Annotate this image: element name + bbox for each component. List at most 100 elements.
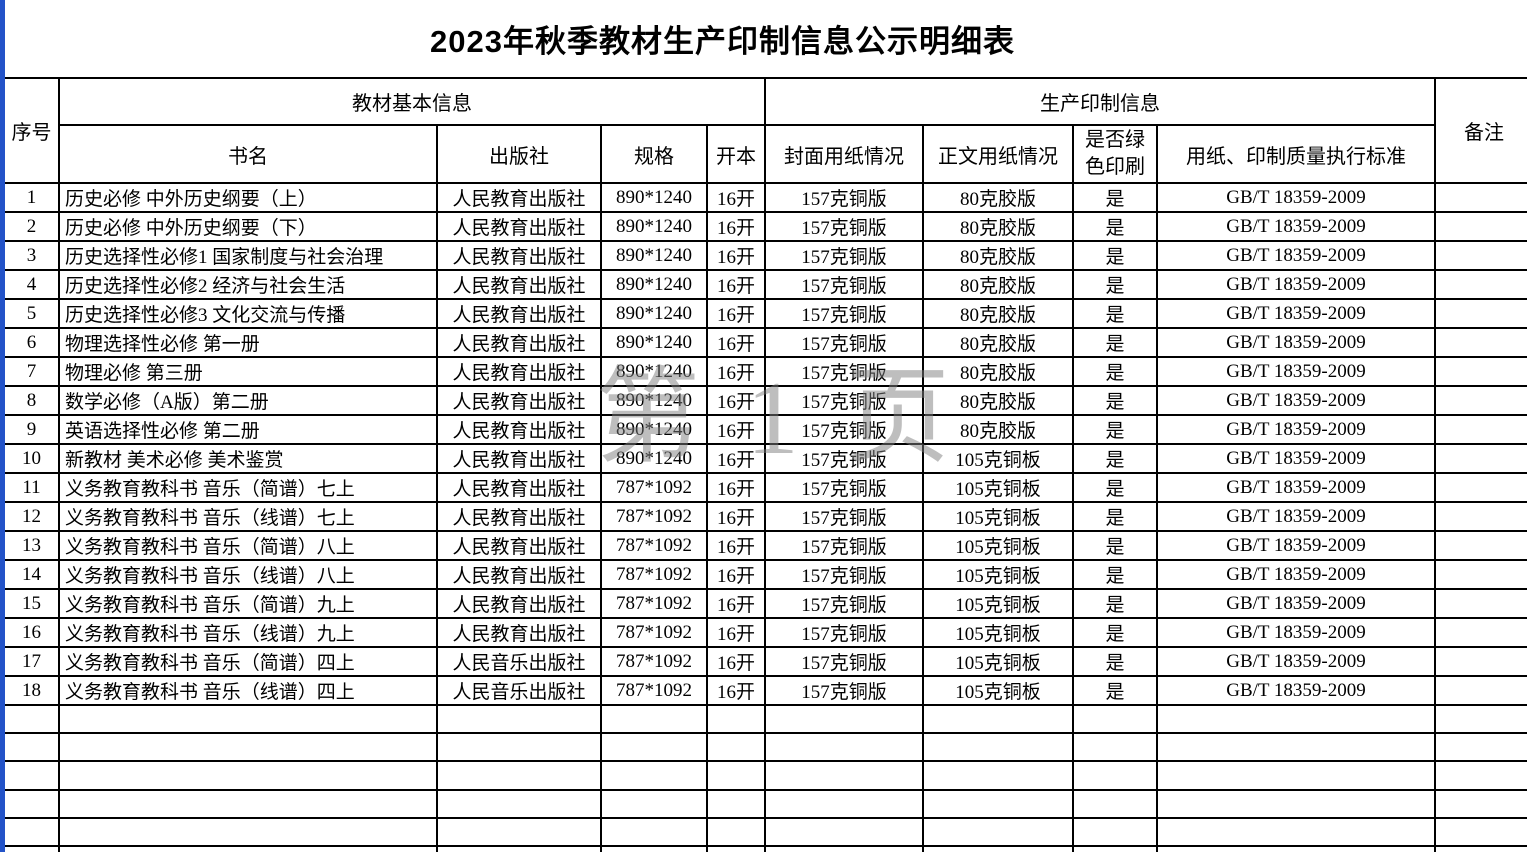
cell-cover-paper: 157克铜版: [764, 298, 924, 329]
cell-body-paper: 105克铜板: [922, 617, 1074, 648]
cell-spec: [600, 788, 708, 819]
cell-cover-paper: [764, 816, 924, 847]
cell-remarks: [1434, 588, 1527, 619]
cell-book-name: 历史选择性必修2 经济与社会生活: [58, 269, 438, 300]
cell-serial: 6: [5, 327, 60, 358]
cell-standard: GB/T 18359-2009: [1156, 356, 1436, 387]
cell-green-printing: 是: [1072, 588, 1158, 619]
cell-format: 16开: [706, 182, 766, 213]
cell-cover-paper: 157克铜版: [764, 646, 924, 677]
cell-spec: 787*1092: [600, 617, 708, 648]
cell-cover-paper: 157克铜版: [764, 182, 924, 213]
cell-cover-paper: 157克铜版: [764, 675, 924, 706]
cell-publisher: 人民音乐出版社: [436, 675, 602, 706]
cell-serial: [5, 816, 60, 847]
cell-serial: 8: [5, 385, 60, 416]
cell-remarks: [1434, 240, 1527, 271]
cell-remarks: [1434, 646, 1527, 677]
cell-green-printing: 是: [1072, 472, 1158, 503]
cell-green-printing: 是: [1072, 356, 1158, 387]
cell-remarks: [1434, 788, 1527, 819]
cell-format: [706, 732, 766, 763]
cell-publisher: 人民教育出版社: [436, 443, 602, 474]
cell-standard: GB/T 18359-2009: [1156, 443, 1436, 474]
cell-spec: [600, 760, 708, 791]
header-publisher: 出版社: [436, 124, 602, 184]
table-row: [5, 703, 1527, 735]
cell-standard: GB/T 18359-2009: [1156, 559, 1436, 590]
cell-book-name: 义务教育教科书 音乐（简谱）八上: [58, 530, 438, 561]
cell-format: 16开: [706, 530, 766, 561]
header-remarks: 备注: [1434, 77, 1527, 184]
cell-book-name: 历史选择性必修1 国家制度与社会治理: [58, 240, 438, 271]
cell-remarks: [1434, 703, 1527, 735]
cell-cover-paper: 157克铜版: [764, 501, 924, 532]
cell-body-paper: 105克铜板: [922, 646, 1074, 677]
cell-book-name: [58, 703, 438, 735]
cell-standard: GB/T 18359-2009: [1156, 530, 1436, 561]
cell-body-paper: 80克胶版: [922, 356, 1074, 387]
cell-cover-paper: 157克铜版: [764, 269, 924, 300]
cell-cover-paper: 157克铜版: [764, 385, 924, 416]
table-row: 8 数学必修（A版）第二册 人民教育出版社 890*1240 16开 157克铜版 80克胶…: [5, 385, 1527, 416]
cell-serial: [5, 703, 60, 735]
cell-book-name: [58, 732, 438, 763]
cell-serial: 7: [5, 356, 60, 387]
cell-cover-paper: [764, 703, 924, 735]
cell-book-name: 物理必修 第三册: [58, 356, 438, 387]
cell-standard: GB/T 18359-2009: [1156, 269, 1436, 300]
cell-remarks: [1434, 530, 1527, 561]
cell-body-paper: 80克胶版: [922, 182, 1074, 213]
cell-format: 16开: [706, 443, 766, 474]
cell-remarks: [1434, 732, 1527, 763]
cell-green-printing: [1072, 732, 1158, 763]
cell-serial: [5, 788, 60, 819]
cell-publisher: [436, 844, 602, 852]
cell-publisher: [436, 732, 602, 763]
cell-green-printing: 是: [1072, 327, 1158, 358]
cell-publisher: 人民教育出版社: [436, 182, 602, 213]
cell-standard: GB/T 18359-2009: [1156, 588, 1436, 619]
cell-cover-paper: 157克铜版: [764, 211, 924, 242]
cell-cover-paper: [764, 844, 924, 852]
cell-remarks: [1434, 327, 1527, 358]
cell-standard: GB/T 18359-2009: [1156, 182, 1436, 213]
cell-book-name: [58, 760, 438, 791]
cell-green-printing: 是: [1072, 414, 1158, 445]
cell-book-name: 义务教育教科书 音乐（线谱）九上: [58, 617, 438, 648]
cell-spec: 890*1240: [600, 211, 708, 242]
cell-remarks: [1434, 414, 1527, 445]
cell-publisher: 人民教育出版社: [436, 501, 602, 532]
cell-publisher: 人民教育出版社: [436, 472, 602, 503]
cell-spec: 787*1092: [600, 472, 708, 503]
cell-green-printing: 是: [1072, 559, 1158, 590]
cell-body-paper: 80克胶版: [922, 298, 1074, 329]
cell-serial: 12: [5, 501, 60, 532]
cell-format: 16开: [706, 385, 766, 416]
cell-standard: GB/T 18359-2009: [1156, 327, 1436, 358]
cell-cover-paper: [764, 732, 924, 763]
cell-spec: [600, 703, 708, 735]
cell-book-name: 历史必修 中外历史纲要（下）: [58, 211, 438, 242]
cell-serial: [5, 732, 60, 763]
cell-format: 16开: [706, 559, 766, 590]
cell-serial: 16: [5, 617, 60, 648]
cell-serial: 14: [5, 559, 60, 590]
cell-format: [706, 844, 766, 852]
table-row: 10 新教材 美术必修 美术鉴赏 人民教育出版社 890*1240 16开 157克铜版 1…: [5, 443, 1527, 474]
table-row: 2 历史必修 中外历史纲要（下） 人民教育出版社 890*1240 16开 157克铜版 8…: [5, 211, 1527, 242]
cell-format: 16开: [706, 269, 766, 300]
cell-serial: 17: [5, 646, 60, 677]
cell-remarks: [1434, 182, 1527, 213]
header-group-production-info: 生产印制信息: [764, 77, 1436, 126]
cell-book-name: 义务教育教科书 音乐（简谱）七上: [58, 472, 438, 503]
cell-cover-paper: 157克铜版: [764, 588, 924, 619]
cell-green-printing: 是: [1072, 269, 1158, 300]
cell-standard: [1156, 816, 1436, 847]
header-serial: 序号: [5, 77, 60, 184]
table-row: 18 义务教育教科书 音乐（线谱）四上 人民音乐出版社 787*1092 16开 157克…: [5, 675, 1527, 706]
table-row: 17 义务教育教科书 音乐（简谱）四上 人民音乐出版社 787*1092 16开 157克…: [5, 646, 1527, 677]
table-row: [5, 788, 1527, 819]
cell-publisher: 人民教育出版社: [436, 385, 602, 416]
